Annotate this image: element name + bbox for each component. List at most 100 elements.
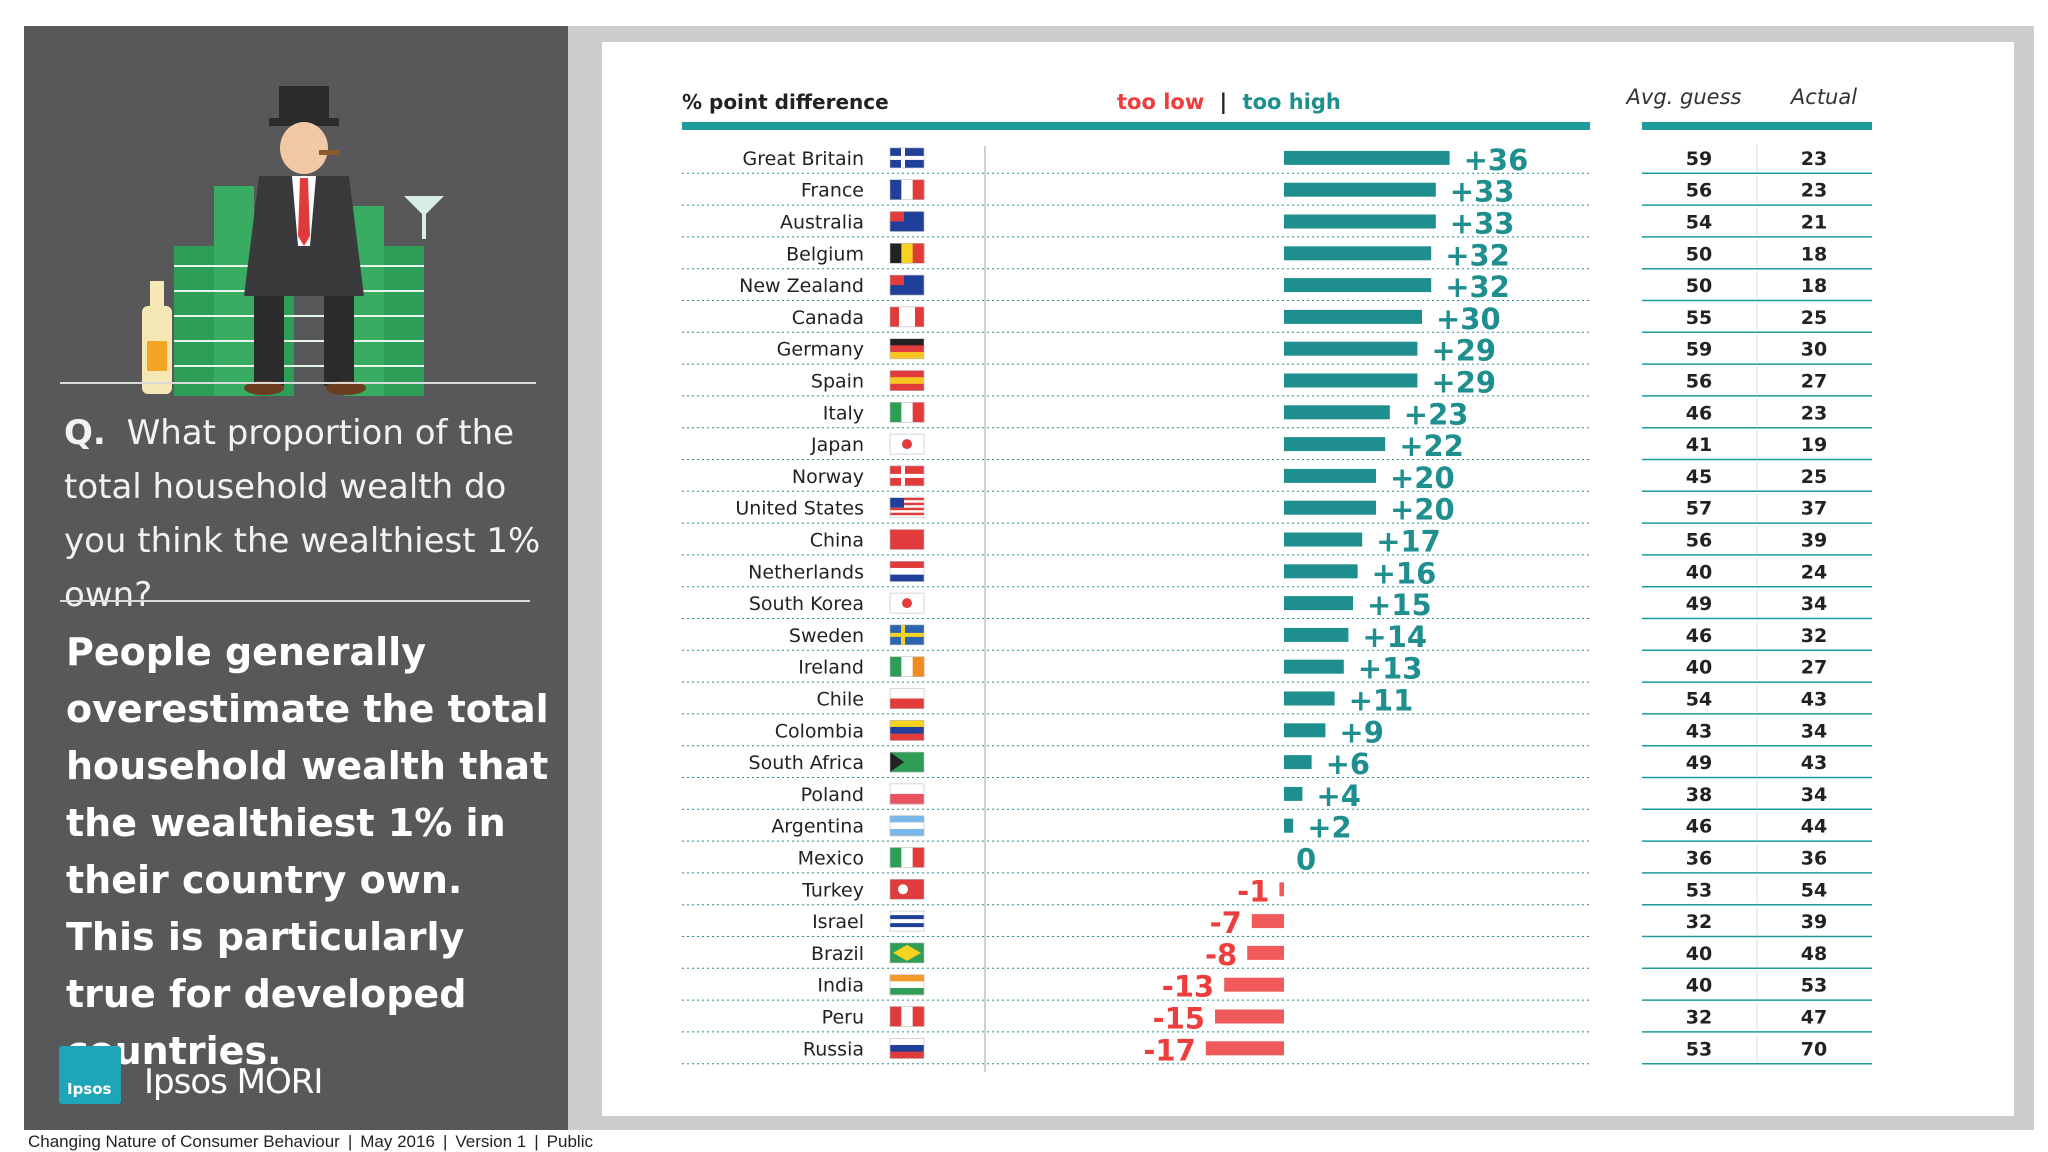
flag-border xyxy=(889,179,925,200)
bar-too-high xyxy=(1284,150,1450,165)
avg-guess-value: 50 xyxy=(1686,275,1712,297)
russia-flag-icon xyxy=(889,1037,925,1059)
flag-border xyxy=(889,656,925,678)
flag-stripe xyxy=(912,847,925,868)
flag-border xyxy=(889,624,925,646)
flag-stripe xyxy=(890,512,924,516)
flag-stripe xyxy=(890,567,924,576)
germany-flag-icon xyxy=(889,338,925,360)
country-label: Belgium xyxy=(786,243,864,265)
flag-border xyxy=(889,274,925,296)
australia-flag-icon xyxy=(889,211,925,232)
bar-value-label: +32 xyxy=(1445,238,1510,272)
poland-flag-icon xyxy=(889,783,925,805)
actual-value: 43 xyxy=(1801,752,1827,774)
avg-guess-value: 56 xyxy=(1686,371,1712,393)
flag-stripe xyxy=(890,915,924,920)
actual-value: 18 xyxy=(1801,243,1827,265)
chart-row-mexico: Mexico 0 36 36 xyxy=(682,843,1872,877)
argentina-flag-icon xyxy=(889,815,925,837)
avg-guess-value: 32 xyxy=(1686,1007,1712,1029)
businessman-icon xyxy=(244,86,366,395)
actual-value: 47 xyxy=(1801,1007,1827,1029)
new-zealand-flag-icon xyxy=(889,274,925,296)
bar-value-label: +33 xyxy=(1450,175,1515,209)
avg-guess-value: 46 xyxy=(1686,816,1712,838)
chart-header-rule xyxy=(682,122,1590,130)
bar-too-high xyxy=(1284,278,1432,293)
key-takeaway: People generally overestimate the total … xyxy=(66,630,549,1073)
bar-value-label: +36 xyxy=(1464,143,1529,177)
chart-row-chile: Chile +11 54 43 xyxy=(682,684,1872,718)
avg-guess-value: 59 xyxy=(1686,339,1712,361)
flag-stripe xyxy=(901,656,914,677)
flag-stripe xyxy=(890,688,924,699)
actual-value: 48 xyxy=(1801,943,1827,965)
actual-value: 54 xyxy=(1801,879,1827,901)
avg-guess-value: 55 xyxy=(1686,307,1712,329)
chart-row-great-britain: Great Britain +36 59 23 xyxy=(682,143,1872,177)
bar-value-label: +20 xyxy=(1390,493,1455,527)
country-label: South Korea xyxy=(749,593,864,615)
actual-value: 23 xyxy=(1801,148,1827,170)
bar-too-high xyxy=(1284,468,1376,483)
chart-row-italy: Italy +23 46 23 xyxy=(682,397,1872,431)
bar-value-label: +16 xyxy=(1372,556,1437,590)
bar-value-label: +4 xyxy=(1316,779,1360,813)
left-panel: Q. What proportion of the total househol… xyxy=(24,26,568,1130)
flag-disc xyxy=(902,598,912,609)
ipsos-mori-logo-text: Ipsos MORI xyxy=(144,1062,323,1102)
flag-stripe xyxy=(890,1051,924,1059)
flag-border xyxy=(889,370,925,391)
chart-legend: too low | too high xyxy=(1117,90,1341,115)
flag-stripe xyxy=(890,988,924,996)
avg-guess-value: 43 xyxy=(1686,720,1712,742)
chart-title: % point difference xyxy=(682,90,889,114)
flag-stripe xyxy=(890,338,924,346)
flag-stripe xyxy=(890,179,902,200)
flag-border xyxy=(889,688,925,709)
uk-flag-icon xyxy=(889,147,925,169)
bar-value-label: +2 xyxy=(1307,811,1351,845)
canada-flag-icon xyxy=(889,306,925,328)
france-flag-icon xyxy=(889,179,925,200)
actual-value: 53 xyxy=(1801,975,1827,997)
chart-row-peru: Peru -15 32 47 xyxy=(682,1002,1872,1036)
flag-border xyxy=(889,783,925,805)
flag-stripe xyxy=(890,919,924,924)
chart-row-belgium: Belgium +32 50 18 xyxy=(682,238,1872,272)
country-label: Peru xyxy=(822,1007,864,1029)
flag-stripe xyxy=(890,927,924,932)
flag-cross xyxy=(901,147,905,168)
flag-stripe xyxy=(890,497,924,501)
flag-border xyxy=(889,942,925,964)
bar-too-low xyxy=(1205,1041,1284,1056)
diverging-bar-chart: % point difference too low | too high Av… xyxy=(682,85,1872,1072)
avg-guess-value: 56 xyxy=(1686,180,1712,202)
chart-row-poland: Poland +4 38 34 xyxy=(682,779,1872,813)
flag-stripe xyxy=(890,974,924,982)
flag-stripe xyxy=(890,656,902,677)
bar-value-label: +6 xyxy=(1326,747,1370,781)
avg-guess-value: 49 xyxy=(1686,593,1712,615)
footer-classification: Public xyxy=(546,1132,593,1151)
actual-value: 19 xyxy=(1801,434,1827,456)
chile-flag-icon xyxy=(889,688,925,709)
actual-value: 25 xyxy=(1801,466,1827,488)
flag-stripe xyxy=(890,1044,924,1053)
country-label: Spain xyxy=(811,371,864,393)
flag-stripe xyxy=(890,733,924,741)
avg-guess-value: 57 xyxy=(1686,498,1712,520)
actual-value: 44 xyxy=(1801,816,1827,838)
brazil-flag-icon xyxy=(889,942,925,964)
flag-field xyxy=(890,529,924,550)
ipsos-logo-icon: Ipsos xyxy=(59,1046,121,1104)
avg-guess-value: 46 xyxy=(1686,402,1712,424)
flag-border xyxy=(889,719,925,741)
country-label: Great Britain xyxy=(743,148,864,170)
bar-too-high xyxy=(1284,214,1436,229)
bar-value-label: +9 xyxy=(1339,715,1383,749)
flag-cross xyxy=(890,473,924,478)
bar-too-high xyxy=(1284,437,1386,452)
country-label: Brazil xyxy=(811,943,864,965)
